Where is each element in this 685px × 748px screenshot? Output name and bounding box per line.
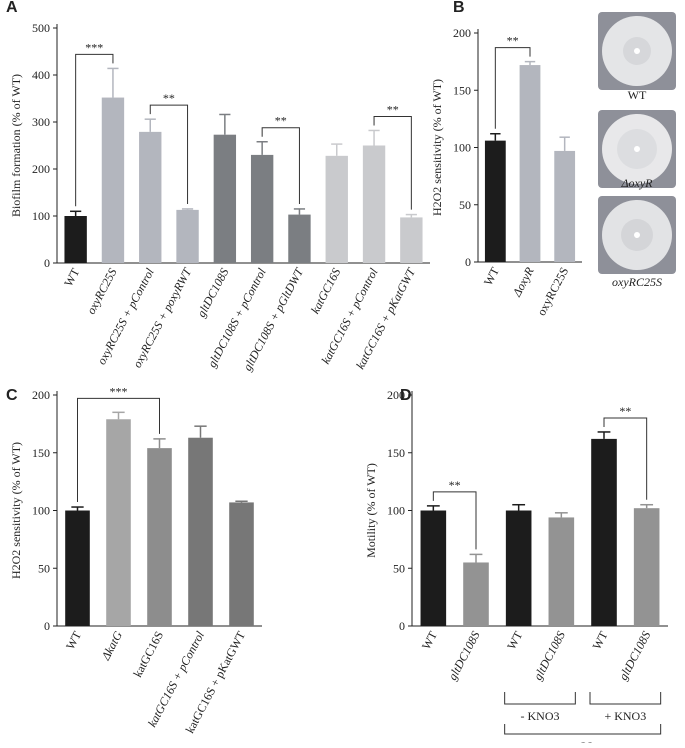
bar [229, 502, 254, 626]
significance-label: ** [507, 34, 519, 48]
bar [400, 217, 423, 263]
y-tick-label: 500 [32, 21, 50, 35]
bar [463, 562, 489, 626]
y-tick-label: 0 [44, 619, 50, 633]
x-tick-label: gltDC108S [445, 629, 482, 683]
x-tick-label: WT [63, 628, 84, 652]
photo-label: ΔoxyR [620, 176, 653, 190]
x-tick-label: gltDC108S [616, 629, 653, 683]
significance-label: ** [619, 404, 631, 418]
y-tick-label: 0 [44, 256, 50, 270]
x-tick-label: katGC16S [308, 266, 344, 316]
photo-label: oxyRC25S [612, 275, 662, 289]
y-tick-label: 150 [387, 446, 405, 460]
bar [554, 150, 576, 262]
bar [325, 155, 348, 263]
y-tick-label: 100 [32, 209, 50, 223]
y-tick-label: 300 [32, 115, 50, 129]
disc [634, 48, 640, 54]
x-tick-label: WT [61, 265, 82, 289]
bar [420, 510, 447, 626]
panel-label: B [453, 0, 465, 16]
y-tick-label: 400 [32, 68, 50, 82]
significance-bracket [261, 127, 300, 204]
y-tick-label: 50 [393, 561, 405, 575]
significance-label: *** [110, 384, 128, 398]
bar [65, 510, 90, 626]
bar [362, 145, 386, 263]
x-tick-label: gltDC108S [531, 629, 568, 683]
significance-bracket [75, 53, 114, 207]
group-label: + KNO3 [604, 709, 646, 723]
group-bracket [504, 692, 576, 705]
y-tick-label: 150 [32, 446, 50, 460]
group-bracket [504, 724, 662, 735]
x-tick-label: oxyRC25S [534, 265, 571, 318]
y-tick-label: 50 [38, 561, 50, 575]
bar [147, 448, 172, 626]
bar [633, 508, 660, 626]
bar [176, 209, 199, 263]
disc [634, 232, 640, 238]
x-tick-label: WT [590, 628, 611, 652]
y-tick-label: 50 [459, 198, 471, 212]
bar [64, 216, 87, 263]
disc [634, 146, 640, 152]
group-label: - O2 [572, 739, 594, 743]
significance-bracket [603, 417, 648, 500]
photo-label: WT [628, 88, 647, 102]
bar [484, 140, 506, 262]
x-tick-label: ΔkatG [98, 629, 125, 664]
y-tick-label: 200 [387, 388, 405, 402]
significance-label: ** [449, 478, 461, 492]
x-tick-label: oxyRC25S [84, 266, 120, 317]
y-axis-label: Motility (% of WT) [364, 463, 378, 558]
y-tick-label: 100 [387, 504, 405, 518]
significance-label: *** [85, 40, 103, 54]
bar [250, 154, 274, 263]
panel-label: A [6, 0, 18, 16]
x-tick-label: WT [419, 628, 440, 652]
bar [548, 517, 575, 626]
bar [101, 97, 125, 263]
y-axis-label: Biofilm formation (% of WT) [9, 74, 23, 217]
bar [519, 65, 541, 262]
y-tick-label: 150 [453, 83, 471, 97]
bar [188, 437, 213, 626]
y-tick-label: 200 [32, 388, 50, 402]
x-tick-label: gltDC108S [194, 266, 231, 320]
x-tick-label: WT [481, 264, 502, 288]
significance-bracket [149, 104, 189, 204]
y-tick-label: 200 [32, 162, 50, 176]
y-axis-label: H2O2 sensitivity (% of WT) [430, 79, 444, 216]
x-tick-label: katGC16S [130, 629, 166, 680]
y-tick-label: 100 [453, 141, 471, 155]
bar [591, 438, 617, 626]
x-tick-label: ΔoxyR [509, 264, 537, 299]
group-label: - KNO3 [521, 709, 560, 723]
significance-bracket [77, 397, 160, 503]
y-tick-label: 200 [453, 26, 471, 40]
bar [139, 131, 162, 263]
significance-bracket [494, 47, 531, 129]
bar [213, 134, 237, 263]
bar [505, 510, 532, 626]
significance-bracket [432, 491, 477, 550]
y-axis-label: H2O2 sensitivity (% of WT) [9, 442, 23, 579]
y-tick-label: 0 [465, 255, 471, 269]
significance-label: ** [387, 102, 399, 116]
bar [106, 419, 131, 626]
group-bracket [589, 692, 662, 705]
bar [288, 214, 311, 263]
y-tick-label: 0 [399, 619, 405, 633]
significance-bracket [373, 115, 412, 210]
y-tick-label: 100 [32, 504, 50, 518]
significance-label: ** [163, 91, 175, 105]
panel-label: C [6, 387, 18, 404]
significance-label: ** [275, 114, 287, 128]
panel-label: D [400, 387, 412, 404]
x-tick-label: WT [504, 628, 525, 652]
